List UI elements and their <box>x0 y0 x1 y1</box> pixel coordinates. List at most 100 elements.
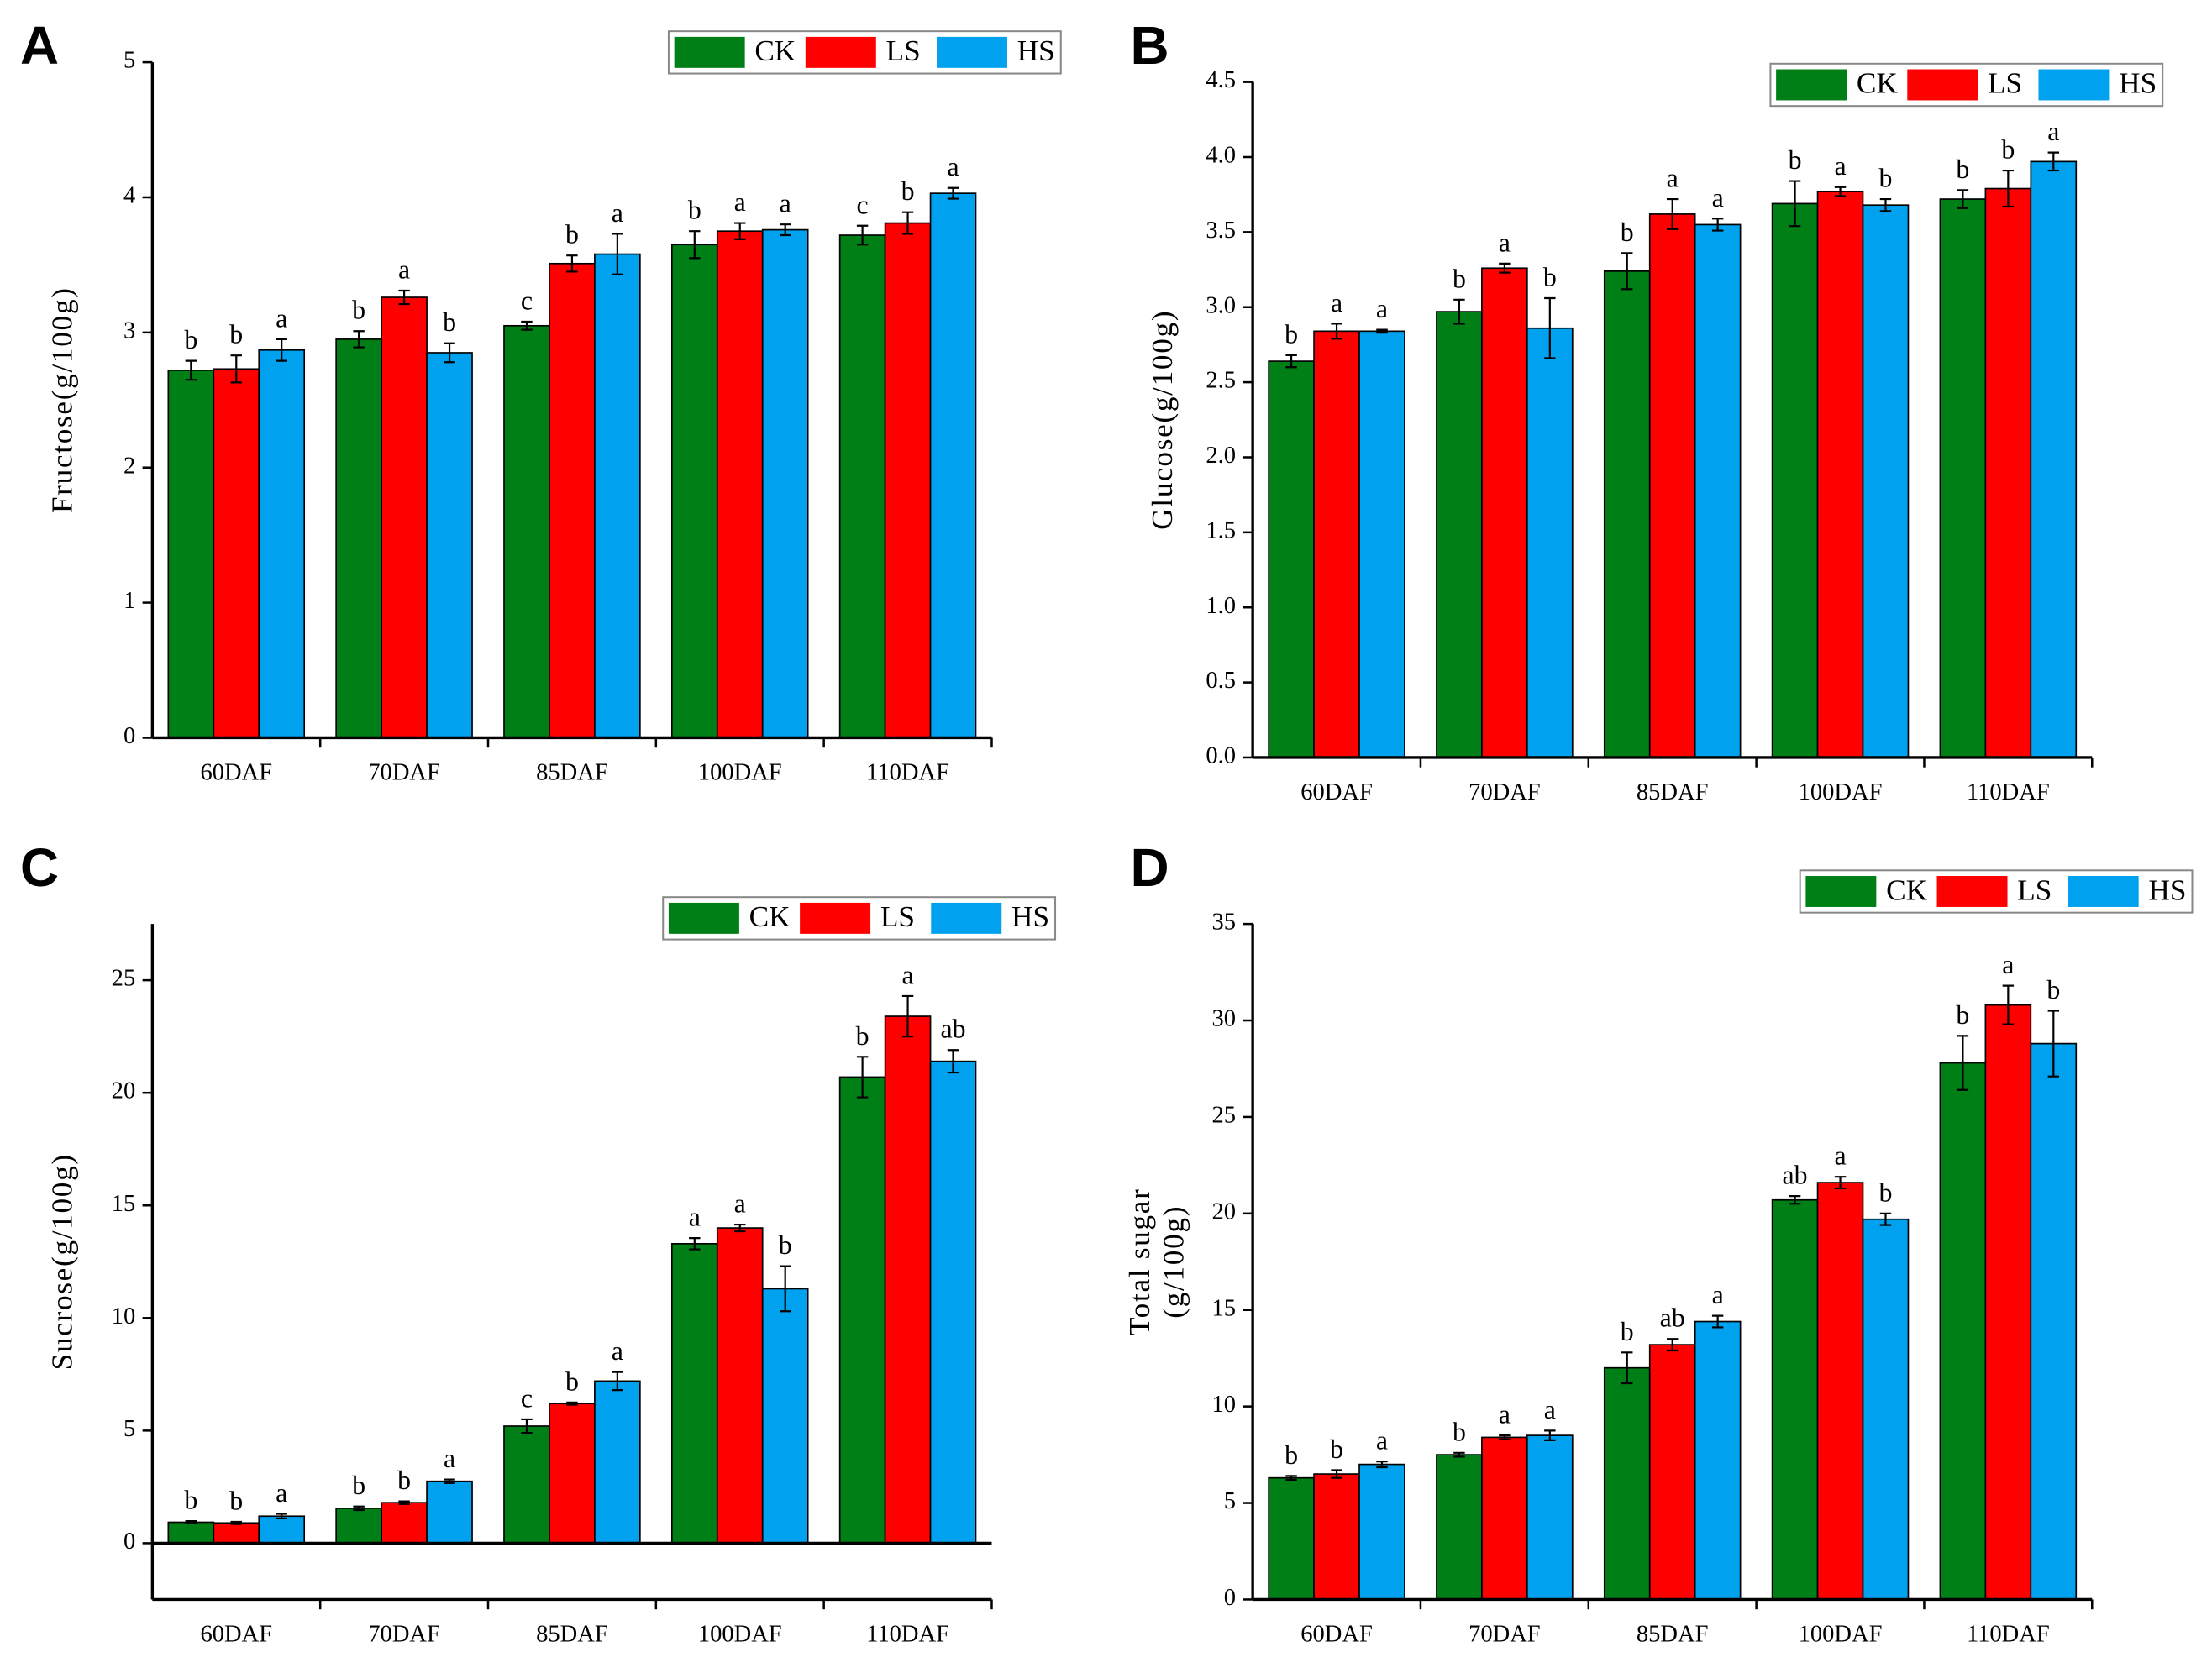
bar <box>549 1403 596 1545</box>
bar <box>167 370 215 739</box>
bar <box>1358 330 1405 758</box>
x-tick-label: 100DAF <box>1799 1622 1883 1648</box>
significance-letter: c <box>857 190 869 219</box>
significance-letter: b <box>229 1486 243 1515</box>
y-axis-label: Glucose(g/100g) <box>1146 310 1179 530</box>
error-bar <box>1666 197 1679 230</box>
x-tick-label: 60DAF <box>1300 1622 1373 1648</box>
bar <box>594 1380 641 1545</box>
y-tick-label: 20 <box>112 1078 136 1104</box>
legend-label: LS <box>1988 67 2022 100</box>
error-bar <box>1711 218 1724 232</box>
error-bar <box>1879 197 1892 212</box>
significance-letter: a <box>1544 1395 1556 1424</box>
error-bar <box>1331 323 1342 340</box>
significance-letter: a <box>612 1336 623 1366</box>
significance-letter: b <box>856 1021 870 1051</box>
y-tick-label: 3.0 <box>1206 292 1236 318</box>
significance-letter: a <box>398 254 410 284</box>
error-bar <box>566 254 578 273</box>
error-bar <box>947 1049 959 1074</box>
bar <box>503 324 550 739</box>
significance-letter: a <box>947 152 959 181</box>
x-tick-label: 100DAF <box>698 760 782 786</box>
error-bar <box>1666 1338 1679 1352</box>
bar <box>258 349 306 739</box>
significance-letter: b <box>1453 264 1466 293</box>
bar <box>1603 1366 1651 1601</box>
bar <box>213 368 260 739</box>
y-tick-label: 3 <box>123 317 135 344</box>
legend-label: HS <box>1011 900 1049 933</box>
bar <box>670 1242 718 1545</box>
error-bar <box>276 1513 287 1520</box>
error-bar <box>1544 1429 1556 1441</box>
significance-letter: b <box>443 307 456 337</box>
y-tick-label: 2 <box>123 453 135 479</box>
x-tick-label: 110DAF <box>1967 779 2050 805</box>
significance-letter: b <box>901 176 915 206</box>
y-tick-label: 5 <box>123 1416 135 1442</box>
bar <box>1603 270 1651 758</box>
error-bar <box>353 330 365 349</box>
bar <box>716 1227 764 1545</box>
y-tick-label: 20 <box>1211 1198 1236 1225</box>
bar <box>1694 223 1742 758</box>
significance-letter: ab <box>940 1015 965 1044</box>
bar <box>426 1480 473 1545</box>
significance-letter: a <box>689 1203 701 1232</box>
bar <box>1939 1062 1987 1601</box>
significance-letter: ab <box>1660 1303 1685 1333</box>
error-bar <box>689 1237 701 1251</box>
bar <box>716 230 764 739</box>
significance-letter: a <box>1376 294 1388 323</box>
error-bar <box>2002 984 2015 1025</box>
significance-letter: a <box>1499 1400 1511 1429</box>
error-bar <box>444 1478 455 1484</box>
bar <box>1436 311 1483 758</box>
error-bar <box>1957 1035 1969 1091</box>
y-tick-label: 0 <box>123 1529 135 1555</box>
significance-letter: a <box>734 1189 746 1219</box>
y-tick-label: 15 <box>1211 1295 1236 1321</box>
y-tick-label: 0.0 <box>1206 743 1236 769</box>
bar <box>1984 1004 2032 1601</box>
legend-swatch <box>1936 876 2008 907</box>
legend-label: LS <box>886 34 921 67</box>
x-tick-label: 70DAF <box>1469 1622 1541 1648</box>
error-bar <box>444 342 455 364</box>
bar <box>838 234 886 739</box>
legend-swatch <box>936 36 1007 68</box>
significance-letter: b <box>184 1486 197 1515</box>
bar <box>2030 1042 2078 1601</box>
error-bar <box>1376 1461 1388 1469</box>
significance-letter: a <box>1499 228 1511 257</box>
x-tick-label: 60DAF <box>1300 779 1373 805</box>
bar <box>929 192 977 739</box>
significance-letter: b <box>1285 1440 1298 1470</box>
error-bar <box>1544 296 1556 359</box>
error-bar <box>1621 252 1633 291</box>
legend-label: CK <box>1857 67 1899 100</box>
bar <box>1771 202 1819 758</box>
bar <box>1771 1198 1819 1601</box>
y-tick-label: 5 <box>123 48 135 74</box>
error-bar <box>1789 180 1801 228</box>
legend-label: HS <box>2119 67 2157 100</box>
bar <box>884 222 932 739</box>
y-tick-label: 3.5 <box>1206 218 1236 244</box>
error-bar <box>1499 1434 1511 1440</box>
error-bar <box>779 223 791 237</box>
y-tick-label: 5 <box>1224 1488 1236 1514</box>
legend-swatch <box>1805 876 1877 907</box>
bar <box>1436 1454 1483 1601</box>
error-bar <box>1499 262 1511 274</box>
legend-swatch <box>1776 69 1847 101</box>
significance-letter: a <box>276 303 287 333</box>
bar <box>1481 267 1528 758</box>
legend-swatch <box>800 902 871 934</box>
x-tick-label: 60DAF <box>200 1622 272 1648</box>
legend-swatch <box>931 902 1002 934</box>
significance-letter: a <box>2002 950 2014 979</box>
bar <box>381 1502 428 1545</box>
